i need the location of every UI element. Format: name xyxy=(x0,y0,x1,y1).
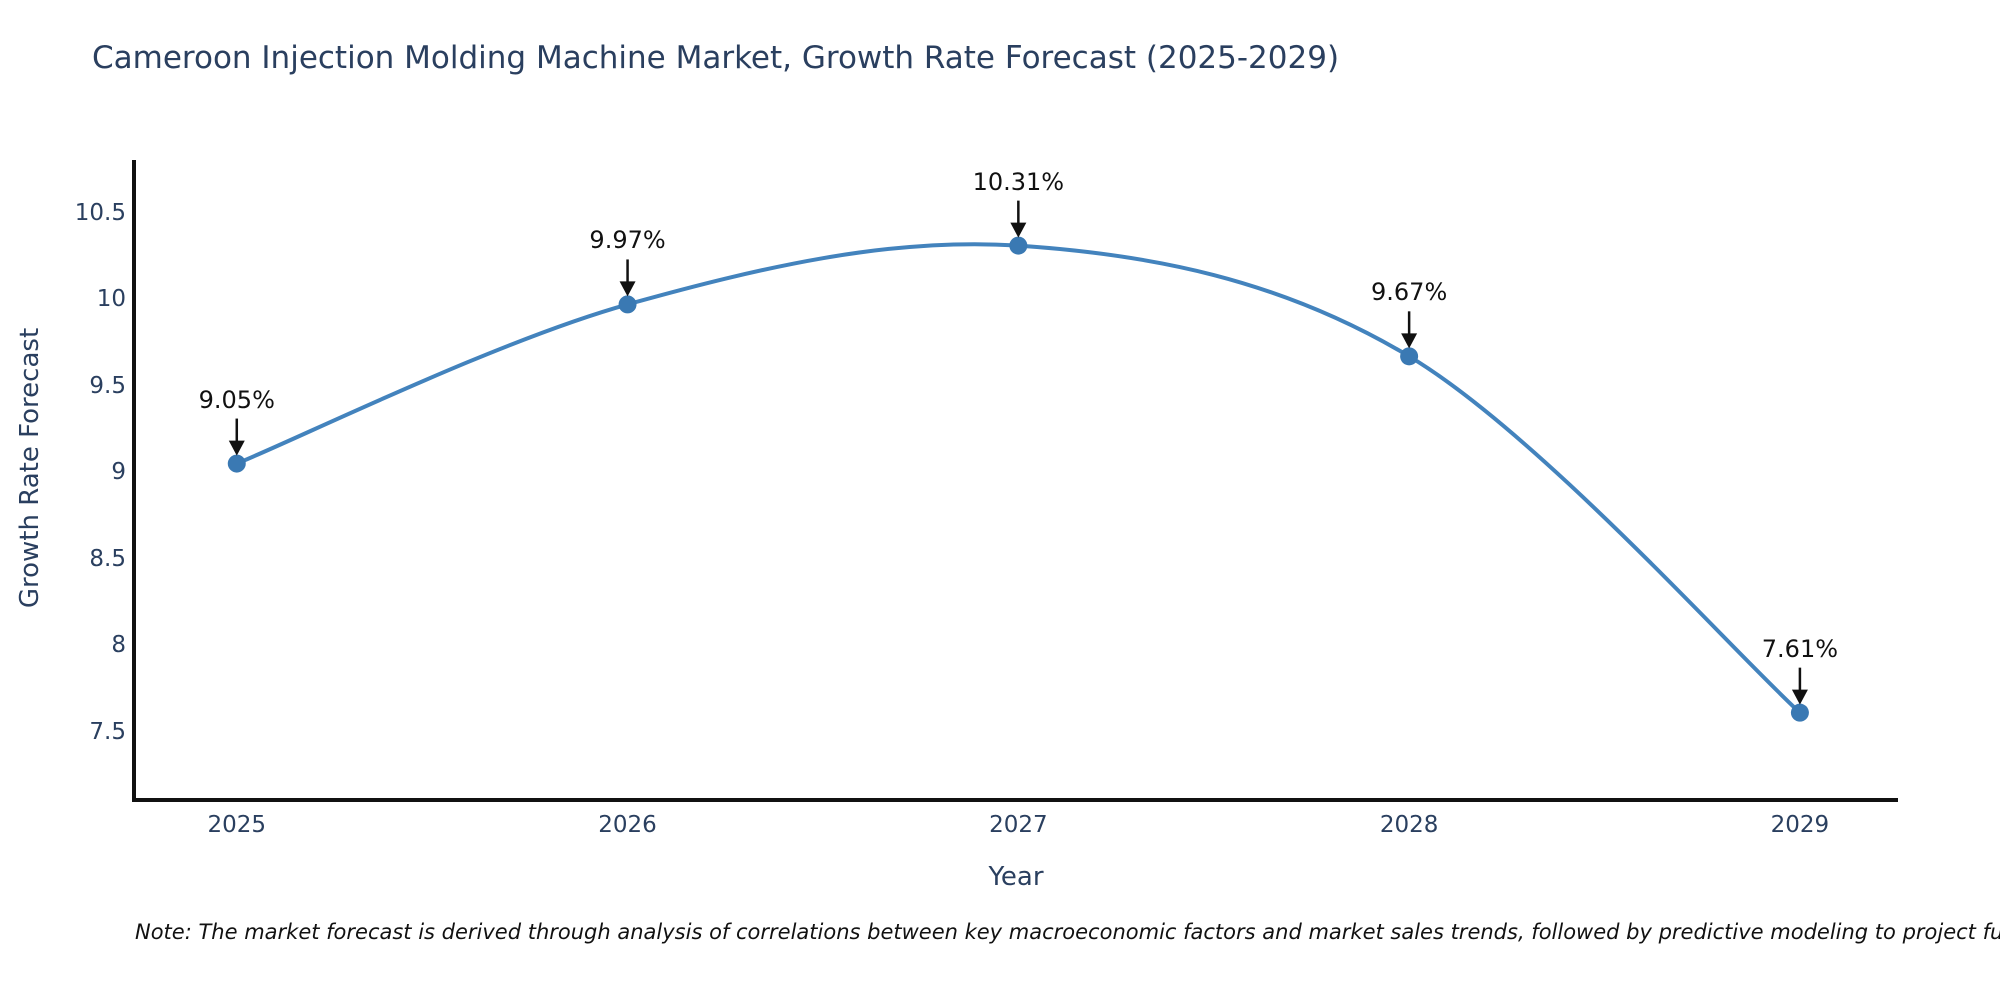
point-annotation: 10.31% xyxy=(972,167,1065,196)
y-tick-label: 7.5 xyxy=(89,718,126,745)
x-tick-label: 2027 xyxy=(989,812,1048,838)
data-point-marker xyxy=(227,454,246,473)
annotation-arrow-head xyxy=(1401,333,1418,349)
axis-lines xyxy=(132,160,1898,802)
annotation-arrow-head xyxy=(619,281,636,297)
y-tick-label: 10.5 xyxy=(74,199,126,226)
data-point-marker xyxy=(1790,703,1809,722)
annotation-arrow-head xyxy=(228,440,245,456)
point-annotation: 9.97% xyxy=(589,226,666,255)
y-tick-label: 9.5 xyxy=(89,372,126,399)
footnote: Note: The market forecast is derived thr… xyxy=(135,920,2000,944)
x-tick-label: 2029 xyxy=(1770,812,1830,838)
y-axis-title: Growth Rate Forecast xyxy=(15,327,45,609)
data-point-marker xyxy=(1400,347,1419,366)
y-tick-label: 8 xyxy=(111,632,126,659)
data-point-marker xyxy=(1009,236,1028,255)
x-tick-label: 2026 xyxy=(598,812,657,838)
x-tick-label: 2028 xyxy=(1379,812,1439,838)
annotation-arrow-head xyxy=(1791,689,1808,705)
data-point-marker xyxy=(618,295,637,314)
y-tick-label: 10 xyxy=(96,286,126,313)
x-tick-label: 2025 xyxy=(207,812,267,838)
annotation-arrow-head xyxy=(1010,222,1027,238)
y-tick-label: 9 xyxy=(111,459,126,486)
point-annotation: 7.61% xyxy=(1761,634,1839,663)
y-tick-label: 8.5 xyxy=(89,545,126,572)
point-annotation: 9.05% xyxy=(198,385,275,414)
chart-title: Cameroon Injection Molding Machine Marke… xyxy=(92,40,1340,76)
x-axis-title: Year xyxy=(988,862,1044,892)
point-annotation: 9.67% xyxy=(1371,278,1448,307)
forecast-line xyxy=(236,242,1802,715)
